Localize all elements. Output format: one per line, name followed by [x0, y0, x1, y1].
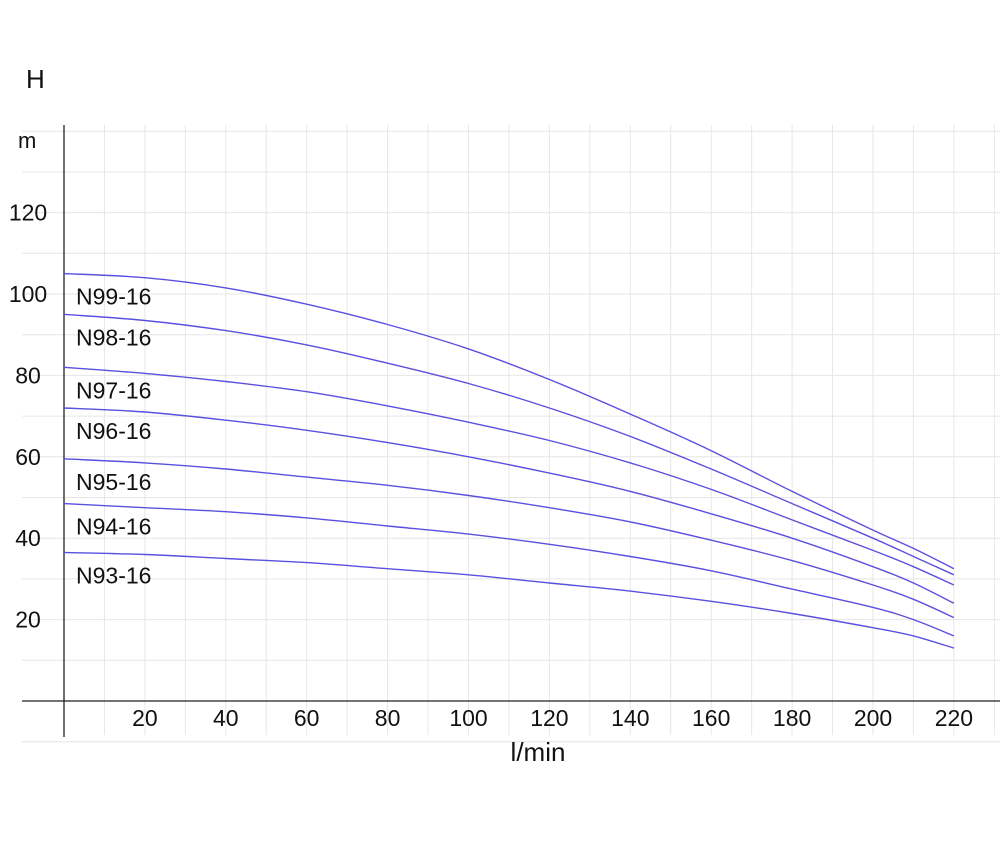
x-tick-label: 40 [213, 705, 239, 731]
y-axis-title: H [26, 64, 45, 94]
y-tick-label: 20 [15, 607, 41, 633]
x-tick-label: 140 [611, 705, 649, 731]
series-line-n93-16 [63, 551, 955, 649]
y-tick-label: 100 [9, 281, 47, 307]
y-tick-label: 60 [15, 444, 41, 470]
tick-labels: 20 40 60 80 100 120 140 160 180 200 220 20 40 60 80 100… [9, 200, 973, 731]
x-tick-label: 80 [375, 705, 401, 731]
x-tick-label: 160 [692, 705, 730, 731]
x-tick-label: 20 [132, 705, 158, 731]
series-label-n95-16: N95-16 [76, 469, 151, 495]
y-tick-label: 40 [15, 525, 41, 551]
series-line-n99-16 [63, 272, 955, 570]
series-line-n98-16 [63, 313, 955, 576]
series-line-n95-16 [63, 458, 955, 619]
grid [22, 125, 1000, 743]
x-tick-label: 60 [294, 705, 320, 731]
x-axis-title: l/min [511, 737, 566, 767]
series-line-n94-16 [63, 502, 955, 637]
x-tick-label: 120 [530, 705, 568, 731]
x-tick-label: 200 [854, 705, 892, 731]
series-label-n96-16: N96-16 [76, 418, 151, 444]
x-tick-label: 100 [449, 705, 487, 731]
series-label-n93-16: N93-16 [76, 562, 151, 588]
series-line-n97-16 [63, 366, 955, 586]
y-axis-unit: m [18, 128, 36, 153]
y-tick-label: 80 [15, 362, 41, 388]
y-tick-label: 120 [9, 200, 47, 226]
series-label-n99-16: N99-16 [76, 284, 151, 310]
series-labels: N99-16 N98-16 N97-16 N96-16 N95-16 N94-16 N93-… [76, 284, 151, 589]
series-label-n98-16: N98-16 [76, 324, 151, 350]
series-line-n96-16 [63, 407, 955, 604]
x-tick-label: 180 [773, 705, 811, 731]
series-curves [63, 272, 955, 649]
x-tick-label: 220 [935, 705, 973, 731]
axes [22, 125, 1000, 737]
series-label-n94-16: N94-16 [76, 514, 151, 540]
series-label-n97-16: N97-16 [76, 377, 151, 403]
